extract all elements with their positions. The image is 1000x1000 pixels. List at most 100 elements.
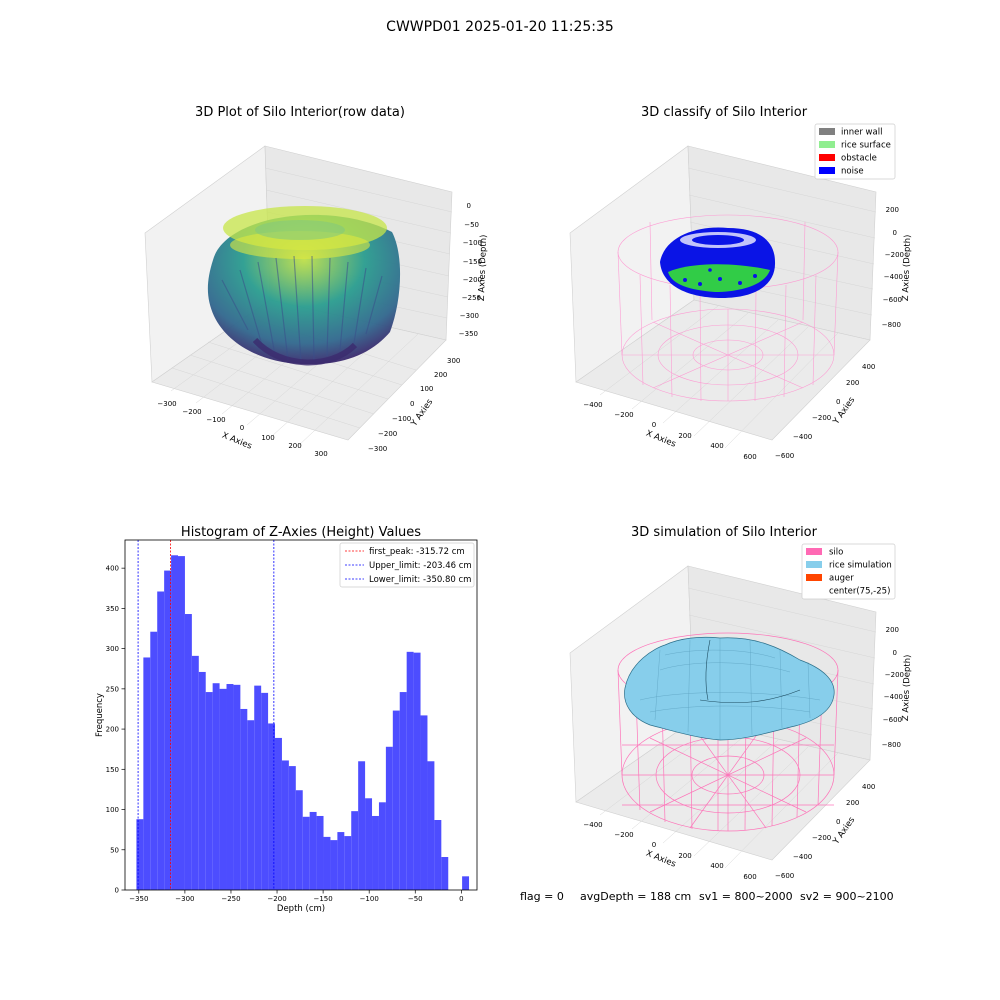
raw-x-axis-label: X Axies (220, 431, 253, 452)
classify-y-tick: −600 (775, 452, 794, 460)
classify-y-tick: −400 (793, 433, 812, 441)
legend-swatch-noise (819, 167, 835, 174)
classify-z-tick: 0 (893, 229, 897, 237)
hist-y-tick-label: 50 (110, 846, 119, 854)
panel-simulation-3d: 3D simulation of Silo Interior (520, 525, 913, 903)
hist-bar (205, 692, 213, 890)
hist-legend: first_peak: -315.72 cm Upper_limit: -203… (339, 542, 475, 588)
hist-bar (254, 685, 262, 890)
hist-bars (136, 555, 470, 890)
classify-x-tick: −200 (614, 411, 633, 419)
hist-bar (184, 614, 192, 890)
raw-y-tick: 300 (447, 357, 460, 365)
hist-bar (212, 683, 220, 890)
raw-z-axis-label: Z Axies (Depth) (477, 234, 489, 301)
simulation-x-tick: 600 (743, 873, 756, 881)
hist-bar (302, 816, 310, 890)
raw-z-ticks: 0 −50 −100 −150 −200 −250 −300 −350 (459, 202, 482, 338)
hist-bar (275, 737, 282, 890)
hist-y-tick-label: 100 (106, 806, 119, 814)
hist-y-axis-label: Frequency (95, 693, 105, 737)
hist-bar (372, 815, 379, 890)
simulation-z-ticks: 200 0 −200 −400 −600 −800 (882, 626, 904, 749)
hist-bar (219, 688, 227, 890)
simulation-y-ticks: −600 −400 −200 0 200 400 (775, 783, 875, 880)
raw-y-tick: 0 (410, 400, 414, 408)
simulation-x-ticks: −400 −200 0 200 400 600 (583, 821, 756, 881)
classify-z-ticks: 200 0 −200 −400 −600 −800 (882, 206, 904, 329)
panel-raw-3d: 3D Plot of Silo Interior(row data) (144, 105, 489, 458)
simulation-z-tick: −400 (884, 693, 903, 701)
hist-bar (226, 684, 234, 890)
legend-swatch-obstacle (819, 154, 835, 161)
classify-x-tick: 200 (678, 432, 691, 440)
hist-x-tick-label: −200 (267, 895, 286, 903)
hist-x-tick-label: −250 (221, 895, 240, 903)
simulation-y-tick: 0 (836, 818, 840, 826)
raw-panel-title: 3D Plot of Silo Interior(row data) (195, 105, 405, 120)
hist-bar (441, 857, 449, 890)
hist-bar (268, 723, 276, 890)
simulation-x-tick: −200 (614, 831, 633, 839)
legend-label-inner-wall: inner wall (841, 128, 882, 138)
hist-bar (427, 761, 435, 890)
legend-label-lower-limit: Lower_limit: -350.80 cm (369, 575, 471, 585)
simulation-y-tick: −600 (775, 872, 794, 880)
hist-bar (462, 876, 470, 890)
legend-swatch-rice-surface (819, 141, 835, 148)
hist-bar (247, 720, 255, 890)
simulation-x-tick: 400 (710, 862, 723, 870)
hist-bar (198, 671, 206, 890)
simulation-x-tick: −400 (583, 821, 602, 829)
hist-bar (420, 715, 428, 890)
hist-bar (323, 836, 331, 890)
legend-label-upper-limit: Upper_limit: -203.46 cm (369, 561, 472, 571)
classify-y-tick: 0 (836, 398, 840, 406)
raw-y-tick: −100 (392, 415, 411, 423)
hist-x-ticks: −350 −300 −250 −200 −150 −100 −50 0 (129, 890, 464, 903)
raw-z-tick: −50 (464, 221, 479, 229)
hist-bar (337, 832, 345, 890)
raw-y-tick: −300 (368, 445, 387, 453)
raw-x-tick: 100 (261, 434, 274, 442)
legend-label-obstacle: obstacle (841, 154, 877, 164)
hist-bar (406, 651, 414, 890)
raw-y-tick: −200 (378, 430, 397, 438)
hist-x-tick-label: −350 (129, 895, 148, 903)
hist-bar (309, 811, 317, 890)
raw-y-tick: 200 (434, 371, 447, 379)
footer-sv1: sv1 = 800~2000 (699, 890, 793, 903)
legend-label-noise: noise (841, 167, 864, 177)
classify-y-tick: 400 (862, 363, 875, 371)
simulation-rice-surface (624, 636, 835, 741)
legend-label-first-peak: first_peak: -315.72 cm (369, 547, 465, 557)
hist-bar (330, 840, 338, 890)
hist-bar (150, 631, 158, 890)
legend-label-rice-simulation: rice simulation (829, 561, 892, 571)
hist-y-tick-label: 350 (106, 605, 119, 613)
hist-bar (288, 766, 296, 890)
simulation-x-tick: 0 (652, 841, 656, 849)
raw-y-tick: 100 (420, 385, 433, 393)
hist-y-tick-label: 200 (106, 726, 119, 734)
raw-z-tick: 0 (467, 202, 471, 210)
hist-vlines (137, 540, 275, 890)
classify-z-tick: −200 (885, 251, 904, 259)
hist-bar (261, 692, 269, 890)
simulation-y-tick: −200 (812, 834, 831, 842)
hist-bar (351, 811, 359, 890)
legend-swatch-inner-wall (819, 128, 835, 135)
classify-z-axis-label: Z Axies (Depth) (901, 234, 913, 301)
hist-bar (240, 708, 248, 890)
simulation-y-tick: 400 (862, 783, 875, 791)
hist-bar (378, 802, 386, 890)
classify-y-tick: −200 (812, 414, 831, 422)
simulation-panel-title: 3D simulation of Silo Interior (631, 525, 818, 540)
classify-x-tick: −400 (583, 401, 602, 409)
hist-bar (316, 815, 324, 890)
classify-z-tick: 200 (886, 206, 899, 214)
status-footer: flag = 0 avgDepth = 188 cm sv1 = 800~200… (520, 890, 894, 903)
hist-y-tick-label: 400 (106, 565, 119, 573)
raw-x-tick: 300 (314, 450, 327, 458)
